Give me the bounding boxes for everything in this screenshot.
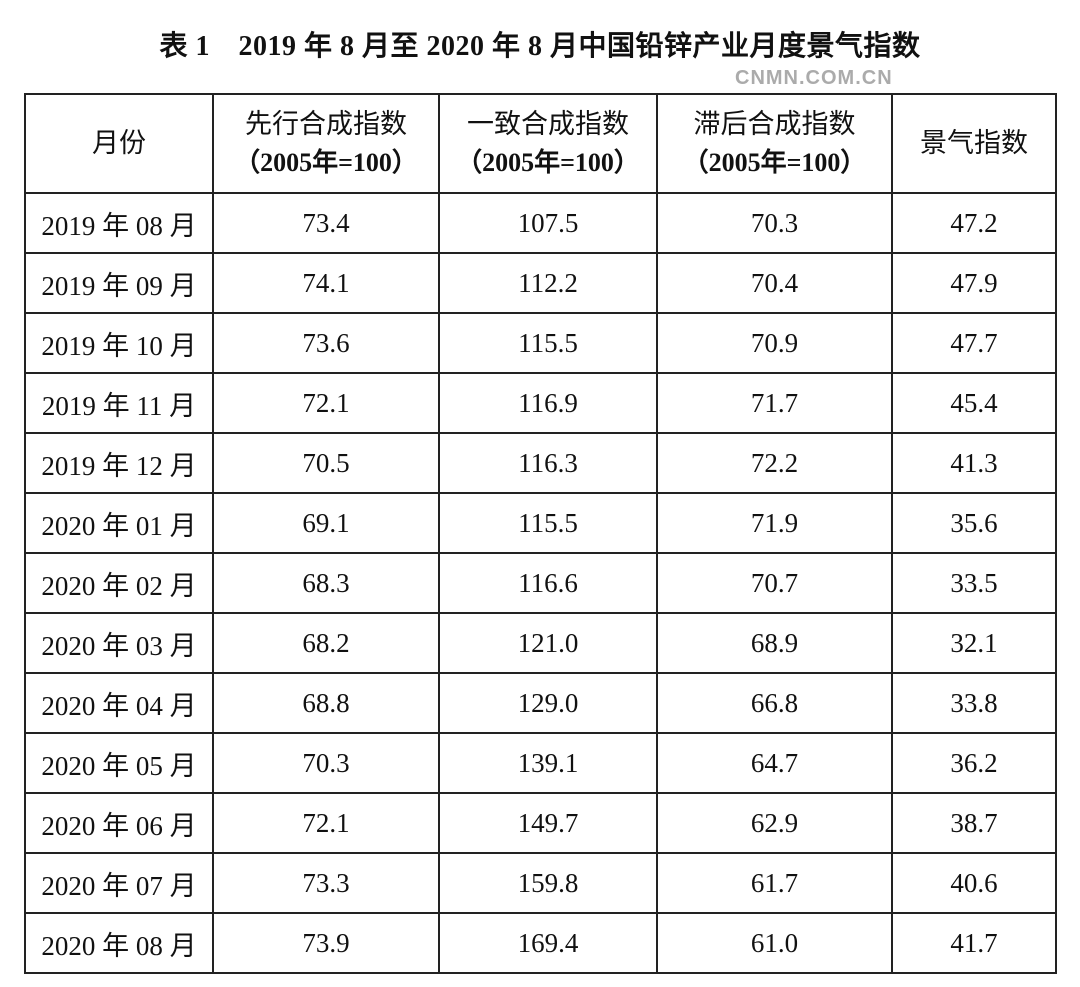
- cell-lagging-index: 68.9: [656, 612, 893, 674]
- table-row: 2020 年 02 月 68.3 116.6 70.7 33.5: [24, 552, 1057, 614]
- cell-prosperity-index: 35.6: [891, 492, 1057, 554]
- cell-coincident-index: 116.6: [438, 552, 658, 614]
- cell-prosperity-index: 32.1: [891, 612, 1057, 674]
- cell-leading-index: 68.3: [212, 552, 440, 614]
- watermark: CNMN.COM.CN: [735, 67, 893, 89]
- cell-lagging-index: 72.2: [656, 432, 893, 494]
- cell-coincident-index: 169.4: [438, 912, 658, 974]
- header-unit: （2005年=100）: [456, 147, 640, 177]
- header-label: 景气指数: [920, 127, 1028, 159]
- cell-prosperity-index: 33.5: [891, 552, 1057, 614]
- cell-coincident-index: 116.9: [438, 372, 658, 434]
- table-row: 2020 年 08 月 73.9 169.4 61.0 41.7: [24, 912, 1057, 974]
- cell-coincident-index: 116.3: [438, 432, 658, 494]
- cell-leading-index: 68.2: [212, 612, 440, 674]
- header-label: 一致合成指数: [467, 108, 629, 140]
- cell-month: 2019 年 08 月: [24, 192, 214, 254]
- cell-month: 2020 年 02 月: [24, 552, 214, 614]
- index-table: 月份 先行合成指数 （2005年=100） 一致合成指数 （2005年=100） 滞后合成…: [24, 93, 1057, 974]
- cell-leading-index: 73.4: [212, 192, 440, 254]
- cell-leading-index: 70.5: [212, 432, 440, 494]
- table-row: 2019 年 09 月 74.1 112.2 70.4 47.9: [24, 252, 1057, 314]
- cell-prosperity-index: 38.7: [891, 792, 1057, 854]
- cell-month: 2020 年 07 月: [24, 852, 214, 914]
- header-row: 月份 先行合成指数 （2005年=100） 一致合成指数 （2005年=100） 滞后合成…: [24, 93, 1057, 194]
- cell-leading-index: 73.3: [212, 852, 440, 914]
- header-month: 月份: [24, 93, 214, 194]
- cell-prosperity-index: 47.2: [891, 192, 1057, 254]
- cell-lagging-index: 70.3: [656, 192, 893, 254]
- cell-leading-index: 69.1: [212, 492, 440, 554]
- cell-month: 2020 年 05 月: [24, 732, 214, 794]
- cell-coincident-index: 149.7: [438, 792, 658, 854]
- header-unit: （2005年=100）: [234, 147, 418, 177]
- table-title: 表 1 2019 年 8 月至 2020 年 8 月中国铅锌产业月度景气指数: [159, 31, 921, 62]
- cell-prosperity-index: 33.8: [891, 672, 1057, 734]
- cell-lagging-index: 66.8: [656, 672, 893, 734]
- cell-month: 2019 年 10 月: [24, 312, 214, 374]
- table-row: 2019 年 10 月 73.6 115.5 70.9 47.7: [24, 312, 1057, 374]
- cell-lagging-index: 62.9: [656, 792, 893, 854]
- header-leading-index: 先行合成指数 （2005年=100）: [212, 93, 440, 194]
- cell-lagging-index: 71.7: [656, 372, 893, 434]
- cell-coincident-index: 159.8: [438, 852, 658, 914]
- cell-coincident-index: 121.0: [438, 612, 658, 674]
- cell-coincident-index: 112.2: [438, 252, 658, 314]
- cell-prosperity-index: 47.7: [891, 312, 1057, 374]
- cell-leading-index: 68.8: [212, 672, 440, 734]
- cell-month: 2020 年 06 月: [24, 792, 214, 854]
- cell-month: 2020 年 01 月: [24, 492, 214, 554]
- header-label: 月份: [92, 127, 146, 159]
- header-label: 先行合成指数: [245, 108, 407, 140]
- table-row: 2020 年 05 月 70.3 139.1 64.7 36.2: [24, 732, 1057, 794]
- cell-leading-index: 70.3: [212, 732, 440, 794]
- cell-month: 2019 年 11 月: [24, 372, 214, 434]
- cell-prosperity-index: 40.6: [891, 852, 1057, 914]
- cell-lagging-index: 61.7: [656, 852, 893, 914]
- header-unit: （2005年=100）: [682, 147, 867, 177]
- cell-prosperity-index: 41.3: [891, 432, 1057, 494]
- cell-coincident-index: 129.0: [438, 672, 658, 734]
- table-row: 2020 年 07 月 73.3 159.8 61.7 40.6: [24, 852, 1057, 914]
- cell-coincident-index: 107.5: [438, 192, 658, 254]
- cell-prosperity-index: 45.4: [891, 372, 1057, 434]
- table-row: 2019 年 12 月 70.5 116.3 72.2 41.3: [24, 432, 1057, 494]
- table-row: 2020 年 04 月 68.8 129.0 66.8 33.8: [24, 672, 1057, 734]
- header-prosperity-index: 景气指数: [891, 93, 1057, 194]
- cell-prosperity-index: 47.9: [891, 252, 1057, 314]
- cell-month: 2019 年 09 月: [24, 252, 214, 314]
- table-row: 2020 年 03 月 68.2 121.0 68.9 32.1: [24, 612, 1057, 674]
- cell-coincident-index: 115.5: [438, 492, 658, 554]
- cell-month: 2020 年 04 月: [24, 672, 214, 734]
- table-row: 2019 年 11 月 72.1 116.9 71.7 45.4: [24, 372, 1057, 434]
- cell-month: 2020 年 08 月: [24, 912, 214, 974]
- cell-lagging-index: 70.7: [656, 552, 893, 614]
- cell-lagging-index: 70.4: [656, 252, 893, 314]
- table-row: 2020 年 01 月 69.1 115.5 71.9 35.6: [24, 492, 1057, 554]
- cell-leading-index: 73.9: [212, 912, 440, 974]
- cell-coincident-index: 139.1: [438, 732, 658, 794]
- cell-leading-index: 72.1: [212, 792, 440, 854]
- cell-lagging-index: 70.9: [656, 312, 893, 374]
- cell-prosperity-index: 36.2: [891, 732, 1057, 794]
- table-row: 2019 年 08 月 73.4 107.5 70.3 47.2: [24, 192, 1057, 254]
- cell-prosperity-index: 41.7: [891, 912, 1057, 974]
- cell-lagging-index: 71.9: [656, 492, 893, 554]
- cell-leading-index: 74.1: [212, 252, 440, 314]
- header-coincident-index: 一致合成指数 （2005年=100）: [438, 93, 658, 194]
- cell-lagging-index: 64.7: [656, 732, 893, 794]
- cell-month: 2019 年 12 月: [24, 432, 214, 494]
- cell-lagging-index: 61.0: [656, 912, 893, 974]
- cell-coincident-index: 115.5: [438, 312, 658, 374]
- table-row: 2020 年 06 月 72.1 149.7 62.9 38.7: [24, 792, 1057, 854]
- cell-leading-index: 72.1: [212, 372, 440, 434]
- header-lagging-index: 滞后合成指数 （2005年=100）: [656, 93, 893, 194]
- cell-month: 2020 年 03 月: [24, 612, 214, 674]
- cell-leading-index: 73.6: [212, 312, 440, 374]
- header-label: 滞后合成指数: [693, 108, 856, 140]
